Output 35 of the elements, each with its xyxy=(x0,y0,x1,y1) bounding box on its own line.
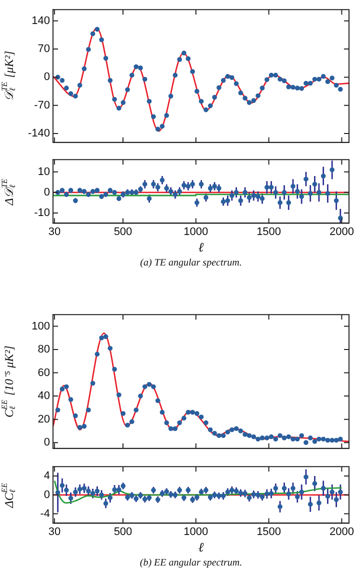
x-tick-label: 500 xyxy=(114,526,132,538)
x-tick-label: 1500 xyxy=(256,526,282,538)
x-tick-label: 1000 xyxy=(184,226,208,238)
y-tick-label: 100 xyxy=(32,320,50,332)
text: (b) EE angular spectrum. xyxy=(140,558,242,569)
text: (a) TE angular spectrum. xyxy=(140,258,242,269)
x-tick-label: 30 xyxy=(48,226,61,238)
x-tick-label: 2000 xyxy=(329,226,354,238)
y-tick-label: 40 xyxy=(38,390,50,402)
x-axis-title: ℓ xyxy=(198,240,204,255)
x-tick-label: 30 xyxy=(48,526,61,538)
x-tick-label: 500 xyxy=(114,226,132,238)
y-tick-label: 0 xyxy=(44,488,50,501)
y-axis-title: ΔCℓEE xyxy=(0,482,18,509)
x-tick-label: 2000 xyxy=(329,526,354,538)
y-tick-label: 0 xyxy=(44,71,50,84)
y-tick-label: 0 xyxy=(44,186,50,198)
x-tick-label: 1500 xyxy=(256,226,282,238)
y-axis-title: CℓEE [10⁻⁵ μK²] xyxy=(0,345,18,418)
y-axis-title: Δ𝒟ℓTE xyxy=(0,178,18,206)
y-tick-label: -140 xyxy=(28,128,50,140)
x-tick-label: 1000 xyxy=(184,526,208,538)
y-tick-label: -10 xyxy=(34,206,50,219)
y-tick-label: 80 xyxy=(38,344,50,356)
y-tick-label: 20 xyxy=(38,413,50,426)
y-tick-label: -70 xyxy=(34,99,50,112)
y-axis-title: 𝒟ℓTE [μK²] xyxy=(0,50,18,102)
y-tick-label: -4 xyxy=(40,508,50,520)
y-tick-label: 0 xyxy=(44,436,50,449)
y-tick-label: 60 xyxy=(38,366,50,379)
y-tick-label: 140 xyxy=(32,14,50,27)
x-axis-title: ℓ xyxy=(198,540,204,555)
y-tick-label: 10 xyxy=(38,166,50,178)
y-tick-label: 4 xyxy=(44,470,50,482)
y-tick-label: 70 xyxy=(38,43,50,56)
